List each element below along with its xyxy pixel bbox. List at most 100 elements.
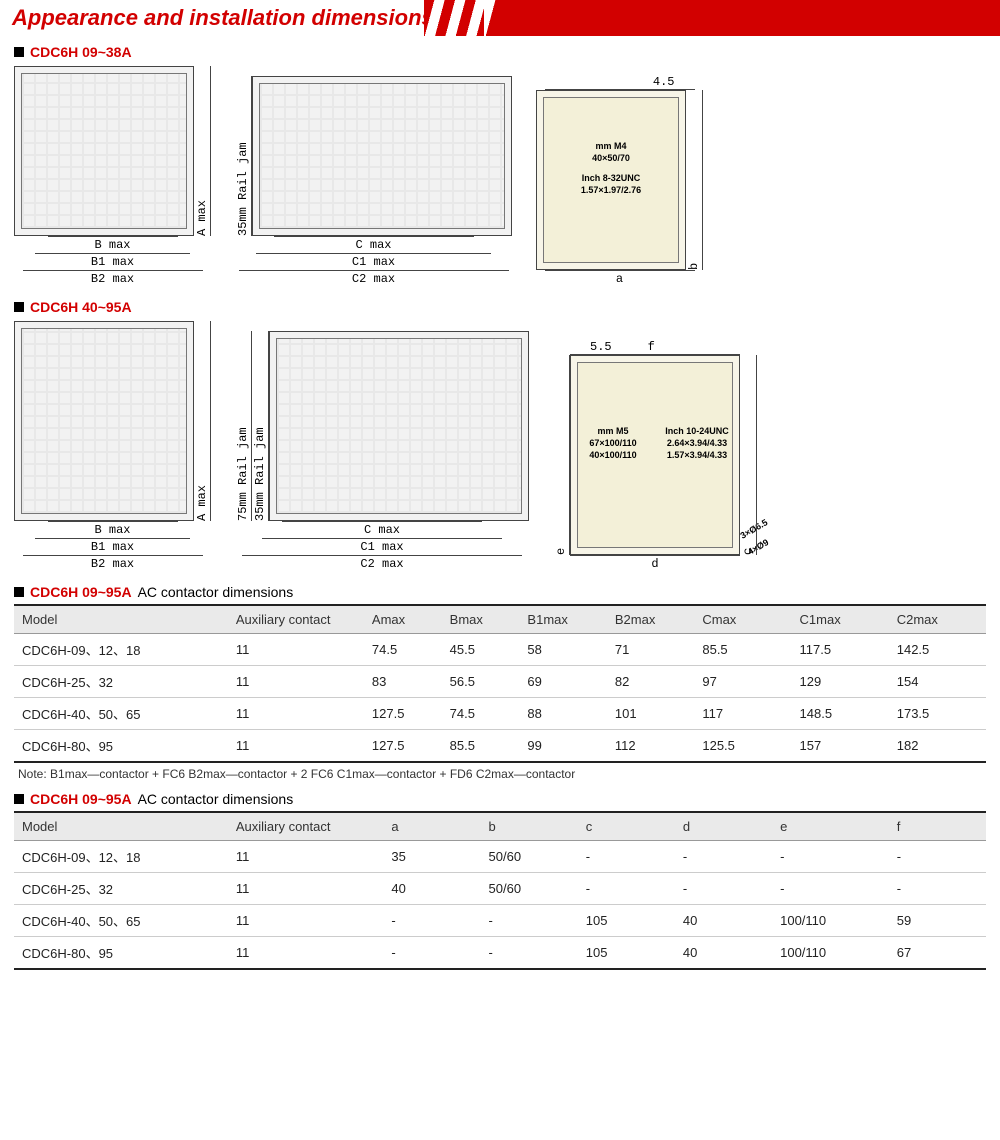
header-bar: Appearance and installation dimensions	[0, 0, 1000, 36]
cell: 50/60	[481, 841, 578, 873]
cell: 45.5	[442, 634, 520, 666]
col-header: Model	[14, 605, 228, 634]
cell: 56.5	[442, 666, 520, 698]
col-header: Bmax	[442, 605, 520, 634]
diagram-row-2: A max B max B1 max B2 max 75mm Rail jam …	[0, 319, 1000, 578]
dim-top: 5.5 f	[570, 340, 740, 355]
cell: 117.5	[792, 634, 889, 666]
dim-amax: A max	[194, 66, 211, 236]
table-row: CDC6H-80、9511--10540100/11067	[14, 937, 986, 970]
cell: 11	[228, 937, 384, 970]
table-row: CDC6H-09、12、181174.545.5587185.5117.5142…	[14, 634, 986, 666]
cell: 88	[519, 698, 606, 730]
col-header: Auxiliary contact	[228, 812, 384, 841]
cell: -	[383, 905, 480, 937]
cell: 101	[607, 698, 694, 730]
rear-spec: Inch 10-24UNC	[655, 426, 739, 436]
col-header: b	[481, 812, 578, 841]
section-4-title-red: CDC6H 09~95A	[30, 791, 132, 807]
rear-spec: 2.64×3.94/4.33	[655, 438, 739, 448]
cell: CDC6H-40、50、65	[14, 905, 228, 937]
cell: 127.5	[364, 730, 442, 763]
dimensions-table-1: ModelAuxiliary contactAmaxBmaxB1maxB2max…	[14, 604, 986, 763]
col-header: Amax	[364, 605, 442, 634]
cell: 182	[889, 730, 986, 763]
header-stripes	[454, 0, 1000, 36]
rear-spec: 40×100/110	[571, 450, 655, 460]
dim-bmax: B max	[48, 236, 178, 253]
section-3-label: CDC6H 09~95A AC contactor dimensions	[14, 584, 986, 600]
col-header: f	[889, 812, 986, 841]
section-4-title-black: AC contactor dimensions	[138, 791, 294, 807]
dim-a: a	[545, 270, 695, 287]
table-row: CDC6H-40、50、6511--10540100/11059	[14, 905, 986, 937]
dim-top-4.5: 4.5	[545, 75, 695, 90]
table-row: CDC6H-40、50、6511127.574.588101117148.517…	[14, 698, 986, 730]
cell: -	[481, 905, 578, 937]
section-2-label: CDC6H 40~95A	[14, 299, 986, 315]
rear-spec: Inch 8-32UNC	[537, 173, 685, 183]
section-4-label: CDC6H 09~95A AC contactor dimensions	[14, 791, 986, 807]
cell: 11	[228, 634, 364, 666]
dim-cmax: C max	[274, 236, 474, 253]
dim-c2max: C2 max	[239, 270, 509, 287]
cell: 59	[889, 905, 986, 937]
cell: 125.5	[694, 730, 791, 763]
dim-c1max: C1 max	[256, 253, 491, 270]
cell: 11	[228, 905, 384, 937]
cell: 154	[889, 666, 986, 698]
dim-e: e	[553, 355, 570, 555]
col-header: Cmax	[694, 605, 791, 634]
cell: 40	[675, 937, 772, 970]
dim-f: f	[648, 340, 655, 354]
cell: 40	[675, 905, 772, 937]
dim-c2max: C2 max	[242, 555, 522, 572]
section-3-title-red: CDC6H 09~95A	[30, 584, 132, 600]
dim-bmax: B max	[48, 521, 178, 538]
dim-amax: A max	[194, 321, 211, 521]
cell: 105	[578, 905, 675, 937]
cell: 74.5	[364, 634, 442, 666]
dim-rail35: 35mm Rail jam	[252, 331, 269, 521]
cell: 67	[889, 937, 986, 970]
cell: 58	[519, 634, 606, 666]
cell: -	[675, 873, 772, 905]
col-header: B2max	[607, 605, 694, 634]
cell: 99	[519, 730, 606, 763]
col-header: Model	[14, 812, 228, 841]
bullet-icon	[14, 794, 24, 804]
cell: 127.5	[364, 698, 442, 730]
cell: -	[772, 873, 889, 905]
cell: 35	[383, 841, 480, 873]
cell: 71	[607, 634, 694, 666]
bullet-icon	[14, 47, 24, 57]
dim-b2max: B2 max	[23, 555, 203, 572]
rear-spec: 67×100/110	[571, 438, 655, 448]
col-header: a	[383, 812, 480, 841]
section-3-title-black: AC contactor dimensions	[138, 584, 294, 600]
cell: -	[578, 873, 675, 905]
table-row: CDC6H-25、32118356.5698297129154	[14, 666, 986, 698]
rear-spec: mm M4	[537, 141, 685, 151]
col-header: d	[675, 812, 772, 841]
cell: 74.5	[442, 698, 520, 730]
cell: CDC6H-25、32	[14, 666, 228, 698]
cell: 173.5	[889, 698, 986, 730]
col-header: C2max	[889, 605, 986, 634]
diagram-rear-2: 5.5 f e mm M5 67×100/110 40×100/110 Inch…	[553, 340, 757, 572]
cell: 97	[694, 666, 791, 698]
diagram-row-1: A max B max B1 max B2 max 35mm Rail jam …	[0, 64, 1000, 293]
col-header: e	[772, 812, 889, 841]
diagram-side-2: 75mm Rail jam 35mm Rail jam C max C1 max…	[235, 331, 529, 572]
col-header: B1max	[519, 605, 606, 634]
page-title: Appearance and installation dimensions	[0, 5, 434, 31]
rear-spec: mm M5	[571, 426, 655, 436]
rear-spec: 1.57×3.94/4.33	[655, 450, 739, 460]
cell: 69	[519, 666, 606, 698]
dim-5.5: 5.5	[590, 340, 612, 354]
diagram-rear-1: 4.5 mm M4 40×50/70 Inch 8-32UNC 1.57×1.9…	[536, 75, 703, 287]
diagram-front-2: A max B max B1 max B2 max	[14, 321, 211, 572]
cell: -	[772, 841, 889, 873]
cell: 157	[792, 730, 889, 763]
section-1-label: CDC6H 09~38A	[14, 44, 986, 60]
